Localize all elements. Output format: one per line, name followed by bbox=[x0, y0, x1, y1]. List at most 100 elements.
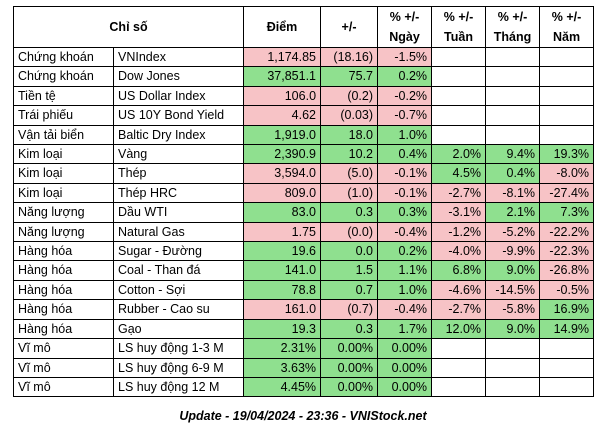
pct-month-cell bbox=[485, 46, 541, 68]
header-pct-year: % +/- bbox=[539, 6, 594, 27]
pct-day-cell: 0.00% bbox=[377, 376, 433, 398]
pct-week-cell: -1.2% bbox=[431, 221, 487, 243]
pct-week-cell: -2.7% bbox=[431, 299, 487, 320]
table-row: Vĩ mô LS huy động 12 M 4.45% 0.00% 0.00% bbox=[13, 376, 594, 398]
table-row: Vĩ mô LS huy động 6-9 M 3.63% 0.00% 0.00% bbox=[13, 357, 594, 378]
pct-year-cell: 16.9% bbox=[539, 299, 594, 320]
pct-year-cell bbox=[539, 338, 594, 359]
table-row: Năng lượng Natural Gas 1.75 (0.0) -0.4% -1.2%… bbox=[13, 221, 594, 243]
category-cell: Hàng hóa bbox=[13, 279, 114, 301]
pct-month-cell: 9.0% bbox=[485, 260, 541, 281]
category-cell: Kim loại bbox=[13, 144, 114, 165]
table-row: Hàng hóa Rubber - Cao su 161.0 (0.7) -0.4% -2… bbox=[13, 299, 594, 320]
value-cell: 4.62 bbox=[243, 105, 322, 126]
pct-year-cell bbox=[539, 46, 594, 68]
name-cell: LS huy động 12 M bbox=[112, 376, 245, 398]
pct-month-cell bbox=[485, 85, 541, 107]
header-index: Chỉ số bbox=[12, 6, 245, 48]
pct-month-cell: 0.4% bbox=[485, 163, 541, 184]
value-cell: 3,594.0 bbox=[243, 163, 322, 184]
category-cell: Vĩ mô bbox=[13, 357, 114, 378]
category-cell: Hàng hóa bbox=[13, 299, 114, 320]
pct-day-cell: -0.2% bbox=[377, 85, 433, 107]
pct-year-cell: 7.3% bbox=[539, 202, 594, 223]
change-cell: 18.0 bbox=[320, 124, 379, 146]
value-cell: 1,174.85 bbox=[243, 46, 322, 68]
change-cell: (0.0) bbox=[320, 221, 379, 243]
change-cell: 75.7 bbox=[320, 66, 379, 87]
pct-day-cell: -0.1% bbox=[377, 163, 433, 184]
header-day: Ngày bbox=[377, 27, 433, 48]
change-cell: (5.0) bbox=[320, 163, 379, 184]
pct-week-cell bbox=[431, 105, 487, 126]
pct-year-cell: -22.2% bbox=[539, 221, 594, 243]
change-cell: (0.03) bbox=[320, 105, 379, 126]
name-cell: Coal - Than đá bbox=[112, 260, 245, 281]
table-row: Hàng hóa Coal - Than đá 141.0 1.5 1.1% 6.8% 9.… bbox=[13, 260, 594, 281]
pct-week-cell bbox=[431, 85, 487, 107]
name-cell: Cotton - Sợi bbox=[112, 279, 245, 301]
value-cell: 19.3 bbox=[243, 318, 322, 340]
pct-year-cell: -26.8% bbox=[539, 260, 594, 281]
value-cell: 2,390.9 bbox=[243, 144, 322, 165]
name-cell: Dầu WTI bbox=[112, 202, 245, 223]
value-cell: 1,919.0 bbox=[243, 124, 322, 146]
table-row: Trái phiếu US 10Y Bond Yield 4.62 (0.03) -0.… bbox=[13, 105, 594, 126]
name-cell: US Dollar Index bbox=[112, 85, 245, 107]
pct-week-cell bbox=[431, 124, 487, 146]
pct-week-cell: 4.5% bbox=[431, 163, 487, 184]
change-cell: 0.7 bbox=[320, 279, 379, 301]
value-cell: 19.6 bbox=[243, 241, 322, 262]
value-cell: 809.0 bbox=[243, 182, 322, 204]
header-month: Tháng bbox=[485, 27, 541, 48]
pct-week-cell bbox=[431, 376, 487, 398]
change-cell: 0.3 bbox=[320, 202, 379, 223]
pct-month-cell bbox=[485, 338, 541, 359]
pct-day-cell: 1.1% bbox=[377, 260, 433, 281]
value-cell: 161.0 bbox=[243, 299, 322, 320]
pct-year-cell: -22.3% bbox=[539, 241, 594, 262]
pct-year-cell: 19.3% bbox=[539, 144, 594, 165]
pct-week-cell bbox=[431, 46, 487, 68]
table-row: Năng lượng Dầu WTI 83.0 0.3 0.3% -3.1% 2.1% 7.3… bbox=[13, 202, 594, 223]
pct-week-cell bbox=[431, 66, 487, 87]
pct-week-cell: -3.1% bbox=[431, 202, 487, 223]
change-cell: 0.0 bbox=[320, 241, 379, 262]
pct-month-cell: 9.4% bbox=[485, 144, 541, 165]
pct-week-cell bbox=[431, 357, 487, 378]
table-row: Kim loại Thép HRC 809.0 (1.0) -0.1% -2.7% -8.1… bbox=[13, 182, 594, 204]
pct-month-cell bbox=[485, 376, 541, 398]
category-cell: Kim loại bbox=[13, 163, 114, 184]
category-cell: Hàng hóa bbox=[13, 318, 114, 340]
update-footer: Update - 19/04/2024 - 23:36 - VNIStock.n… bbox=[179, 409, 427, 423]
table-body: Chứng khoán VNIndex 1,174.85 (18.16) -1.5% Ch… bbox=[13, 46, 594, 398]
table-row: Kim loại Vàng 2,390.9 10.2 0.4% 2.0% 9.4% 19.3% bbox=[13, 144, 594, 165]
market-table: Chỉ số Điểm +/- % +/- % +/- % +/- % +/- … bbox=[12, 6, 594, 398]
pct-year-cell bbox=[539, 105, 594, 126]
pct-day-cell: 0.2% bbox=[377, 241, 433, 262]
pct-day-cell: -0.7% bbox=[377, 105, 433, 126]
pct-day-cell: 1.7% bbox=[377, 318, 433, 340]
pct-year-cell: -0.5% bbox=[539, 279, 594, 301]
table-row: Kim loại Thép 3,594.0 (5.0) -0.1% 4.5% 0.4% -8.… bbox=[13, 163, 594, 184]
change-cell: (0.7) bbox=[320, 299, 379, 320]
pct-week-cell bbox=[431, 338, 487, 359]
pct-year-cell: -27.4% bbox=[539, 182, 594, 204]
name-cell: Vàng bbox=[112, 144, 245, 165]
pct-month-cell: 2.1% bbox=[485, 202, 541, 223]
change-cell: 0.00% bbox=[320, 376, 379, 398]
pct-month-cell bbox=[485, 357, 541, 378]
pct-month-cell bbox=[485, 105, 541, 126]
category-cell: Trái phiếu bbox=[13, 105, 114, 126]
value-cell: 4.45% bbox=[243, 376, 322, 398]
pct-month-cell: -5.8% bbox=[485, 299, 541, 320]
pct-month-cell: -9.9% bbox=[485, 241, 541, 262]
pct-week-cell: 6.8% bbox=[431, 260, 487, 281]
table-row: Chứng khoán VNIndex 1,174.85 (18.16) -1.5% bbox=[13, 46, 594, 68]
table-row: Hàng hóa Sugar - Đường 19.6 0.0 0.2% -4.0% -9.… bbox=[13, 241, 594, 262]
header-pct-week: % +/- bbox=[431, 6, 487, 27]
category-cell: Hàng hóa bbox=[13, 260, 114, 281]
pct-month-cell: -5.2% bbox=[485, 221, 541, 243]
pct-day-cell: 0.00% bbox=[377, 357, 433, 378]
category-cell: Kim loại bbox=[13, 182, 114, 204]
